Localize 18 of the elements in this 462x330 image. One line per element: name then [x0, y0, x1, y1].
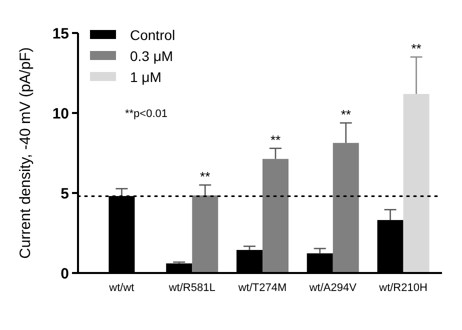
annotation: ** — [270, 132, 281, 148]
legend-label: 1 μM — [130, 68, 162, 85]
legend-label: Control — [130, 26, 176, 43]
annotation: ** — [340, 106, 351, 122]
y-tick-label: 15 — [52, 25, 69, 42]
annotation: ** — [411, 41, 422, 56]
y-tick-label: 10 — [52, 105, 69, 122]
y-tick-label: 0 — [60, 265, 69, 282]
annotation: **p<0.01 — [125, 108, 168, 120]
x-tick-label: wt/R581L — [168, 282, 216, 294]
x-tick-label: wt/A294V — [308, 282, 358, 294]
x-tick-label: wt/T274M — [237, 282, 287, 294]
x-tick-label: wt/R210H — [378, 282, 428, 294]
y-axis-title: Current density, -40 mV (pA/pF) — [17, 47, 34, 259]
x-tick-label: wt/wt — [108, 282, 134, 294]
y-tick-label: 5 — [60, 185, 69, 202]
legend-label: 0.3 μM — [130, 48, 174, 64]
annotation: ** — [200, 169, 210, 184]
